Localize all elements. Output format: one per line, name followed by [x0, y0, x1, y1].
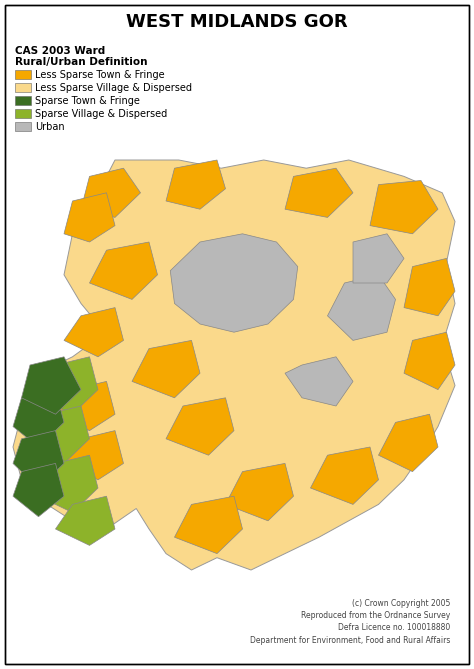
Text: (c) Crown Copyright 2005
Reproduced from the Ordnance Survey
Defra Licence no. 1: (c) Crown Copyright 2005 Reproduced from… [250, 599, 450, 645]
Polygon shape [21, 357, 81, 414]
Polygon shape [328, 275, 395, 341]
Text: Sparse Town & Fringe: Sparse Town & Fringe [35, 96, 140, 106]
Polygon shape [64, 308, 124, 357]
Text: CAS 2003 Ward: CAS 2003 Ward [15, 46, 105, 56]
Bar [15, 109, 31, 118]
Polygon shape [13, 389, 64, 447]
Text: Sparse Village & Dispersed: Sparse Village & Dispersed [35, 108, 167, 118]
Polygon shape [38, 357, 98, 414]
Polygon shape [13, 160, 455, 570]
Polygon shape [285, 168, 353, 217]
Text: Less Sparse Village & Dispersed: Less Sparse Village & Dispersed [35, 82, 192, 92]
Polygon shape [38, 455, 98, 512]
Polygon shape [310, 447, 379, 504]
Polygon shape [404, 258, 455, 316]
Bar [15, 122, 31, 131]
Polygon shape [13, 431, 64, 488]
Text: Less Sparse Town & Fringe: Less Sparse Town & Fringe [35, 70, 164, 80]
Polygon shape [30, 406, 90, 464]
Bar [15, 83, 31, 92]
Polygon shape [64, 193, 115, 242]
Bar [15, 70, 31, 79]
Polygon shape [166, 160, 226, 209]
Text: Rural/Urban Definition: Rural/Urban Definition [15, 57, 147, 67]
Polygon shape [90, 242, 157, 300]
Polygon shape [226, 464, 293, 520]
Polygon shape [379, 414, 438, 472]
Polygon shape [285, 357, 353, 406]
Polygon shape [370, 181, 438, 233]
Polygon shape [174, 496, 243, 554]
Polygon shape [353, 233, 404, 283]
Bar [15, 96, 31, 105]
Polygon shape [13, 464, 64, 516]
Text: WEST MIDLANDS GOR: WEST MIDLANDS GOR [126, 13, 348, 31]
Polygon shape [81, 168, 140, 217]
Polygon shape [64, 431, 124, 480]
Polygon shape [166, 398, 234, 455]
Polygon shape [55, 496, 115, 545]
Polygon shape [404, 332, 455, 389]
Polygon shape [132, 341, 200, 398]
Polygon shape [170, 233, 298, 332]
Text: Urban: Urban [35, 122, 64, 132]
Polygon shape [55, 381, 115, 431]
